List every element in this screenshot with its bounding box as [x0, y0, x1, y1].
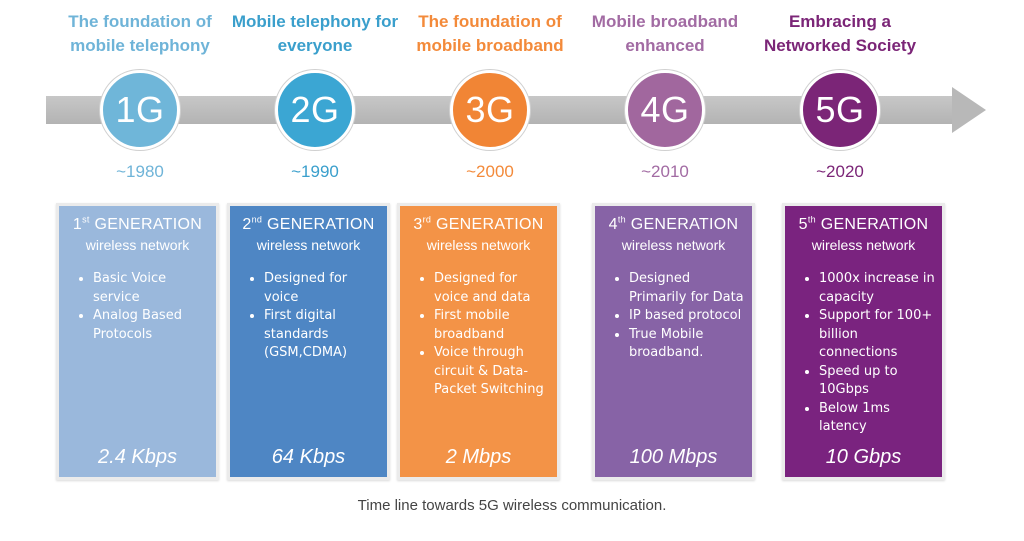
year-5g: ~2020	[816, 162, 864, 181]
speed-label: 2 Mbps	[445, 446, 512, 468]
feature-item: Basic Voice service	[93, 270, 212, 307]
tagline-4g: Mobile broadband enhanced	[591, 12, 739, 55]
feature-list: 1000x increase in capacity Support for 1…	[805, 270, 938, 437]
card-5g: 5th GENERATION wireless network 1000x in…	[782, 203, 945, 480]
speed-label: 10 Gbps	[825, 446, 902, 468]
feature-list: Designed Primarily for Data IP based pro…	[615, 270, 748, 363]
circle-4g: 4G	[625, 70, 705, 150]
card-heading: 1st GENERATION	[72, 214, 203, 233]
card-heading: 5th GENERATION	[798, 214, 929, 233]
feature-item: Designed for voice and data	[434, 270, 553, 307]
card-heading: 4th GENERATION	[608, 214, 739, 233]
taglines-row: The foundation of mobile telephony Mobil…	[0, 0, 1024, 70]
card-1g: 1st GENERATION wireless network Basic Vo…	[56, 203, 219, 480]
circle-2g: 2G	[275, 70, 355, 150]
feature-item: First digital standards (GSM,CDMA)	[264, 307, 383, 363]
circle-3g: 3G	[450, 70, 530, 150]
feature-list: Designed for voice First digital standar…	[250, 270, 383, 363]
card-subtitle: wireless network	[256, 237, 361, 253]
feature-item: Support for 100+ billion connections	[819, 307, 938, 363]
feature-item: True Mobile broadband.	[629, 326, 748, 363]
year-2g: ~1990	[291, 162, 339, 181]
circle-1g: 1G	[100, 70, 180, 150]
figure-caption: Time line towards 5G wireless communicat…	[357, 497, 667, 514]
card-subtitle: wireless network	[811, 237, 916, 253]
year-3g: ~2000	[466, 162, 514, 181]
card-3g: 3rd GENERATION wireless network Designed…	[397, 203, 560, 480]
feature-item: 1000x increase in capacity	[819, 270, 938, 307]
tagline-2g: Mobile telephony for everyone	[231, 12, 399, 55]
timeline-arrow-head-icon	[952, 87, 986, 133]
tagline-1g: The foundation of mobile telephony	[68, 12, 212, 55]
card-2g: 2nd GENERATION wireless network Designed…	[227, 203, 390, 480]
feature-item: Designed for voice	[264, 270, 383, 307]
card-subtitle: wireless network	[426, 237, 531, 253]
feature-item: Voice through circuit & Data-Packet Swit…	[434, 344, 553, 400]
feature-item: Analog Based Protocols	[93, 307, 212, 344]
tagline-5g: Embracing a Networked Society	[763, 12, 917, 55]
feature-item: Below 1ms latency	[819, 400, 938, 437]
card-subtitle: wireless network	[85, 237, 190, 253]
feature-list: Basic Voice service Analog Based Protoco…	[79, 270, 212, 344]
year-1g: ~1980	[116, 162, 164, 181]
feature-item: IP based protocol	[629, 307, 748, 326]
speed-label: 2.4 Kbps	[98, 446, 177, 468]
card-4g: 4th GENERATION wireless network Designed…	[592, 203, 755, 480]
tagline-3g: The foundation of mobile broadband	[416, 12, 564, 55]
circle-5g: 5G	[800, 70, 880, 150]
card-subtitle: wireless network	[621, 237, 726, 253]
feature-list: Designed for voice and data First mobile…	[420, 270, 553, 400]
feature-item: Speed up to 10Gbps	[819, 363, 938, 400]
year-4g: ~2010	[641, 162, 689, 181]
card-heading: 2nd GENERATION	[242, 214, 375, 233]
card-heading: 3rd GENERATION	[413, 214, 544, 233]
speed-label: 64 Kbps	[271, 446, 346, 468]
speed-label: 100 Mbps	[629, 446, 718, 468]
feature-item: First mobile broadband	[434, 307, 553, 344]
feature-item: Designed Primarily for Data	[629, 270, 748, 307]
